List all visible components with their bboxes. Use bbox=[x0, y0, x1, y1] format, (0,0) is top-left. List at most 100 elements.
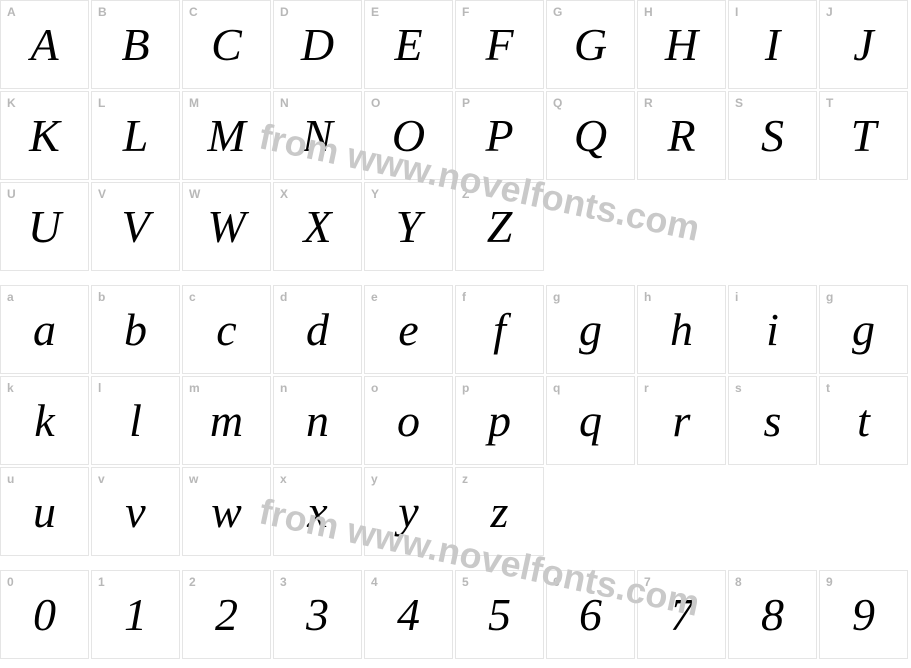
glyph-char: z bbox=[491, 489, 509, 535]
glyph-row: KKLLMMNNOOPPQQRRSSTT bbox=[0, 91, 911, 180]
glyph-key-label: r bbox=[644, 381, 649, 395]
glyph-cell: vv bbox=[91, 467, 180, 556]
glyph-key-label: 2 bbox=[189, 575, 196, 589]
glyph-char: p bbox=[488, 398, 511, 444]
glyph-key-label: i bbox=[735, 290, 738, 304]
glyph-char: V bbox=[121, 204, 149, 250]
glyph-key-label: N bbox=[280, 96, 289, 110]
glyph-cell: HH bbox=[637, 0, 726, 89]
glyph-cell: LL bbox=[91, 91, 180, 180]
glyph-char: e bbox=[398, 307, 418, 353]
glyph-cell: 44 bbox=[364, 570, 453, 659]
glyph-cell: cc bbox=[182, 285, 271, 374]
glyph-cell: II bbox=[728, 0, 817, 89]
glyph-cell: nn bbox=[273, 376, 362, 465]
glyph-key-label: x bbox=[280, 472, 287, 486]
glyph-cell: aa bbox=[0, 285, 89, 374]
glyph-char: 6 bbox=[579, 592, 602, 638]
glyph-cell: pp bbox=[455, 376, 544, 465]
glyph-char: g bbox=[579, 307, 602, 353]
glyph-char: o bbox=[397, 398, 420, 444]
glyph-cell: UU bbox=[0, 182, 89, 271]
glyph-key-label: u bbox=[7, 472, 14, 486]
glyph-key-label: g bbox=[553, 290, 560, 304]
glyph-key-label: m bbox=[189, 381, 200, 395]
glyph-cell: QQ bbox=[546, 91, 635, 180]
glyph-char: O bbox=[392, 113, 425, 159]
glyph-key-label: v bbox=[98, 472, 105, 486]
glyph-cell: KK bbox=[0, 91, 89, 180]
glyph-cell: CC bbox=[182, 0, 271, 89]
glyph-char: y bbox=[398, 489, 418, 535]
glyph-char: s bbox=[764, 398, 782, 444]
glyph-cell: WW bbox=[182, 182, 271, 271]
glyph-char: K bbox=[29, 113, 60, 159]
glyph-char: f bbox=[493, 307, 506, 353]
glyph-key-label: L bbox=[98, 96, 105, 110]
glyph-cell: ff bbox=[455, 285, 544, 374]
glyph-key-label: Y bbox=[371, 187, 379, 201]
glyph-key-label: O bbox=[371, 96, 380, 110]
glyph-char: 3 bbox=[306, 592, 329, 638]
glyph-cell: uu bbox=[0, 467, 89, 556]
glyph-char: 4 bbox=[397, 592, 420, 638]
glyph-char: C bbox=[211, 22, 242, 68]
glyph-cell: 00 bbox=[0, 570, 89, 659]
glyph-key-label: H bbox=[644, 5, 653, 19]
glyph-key-label: Z bbox=[462, 187, 469, 201]
glyph-char: F bbox=[485, 22, 513, 68]
glyph-cell: GG bbox=[546, 0, 635, 89]
glyph-char: Z bbox=[487, 204, 513, 250]
glyph-key-label: n bbox=[280, 381, 287, 395]
glyph-key-label: g bbox=[826, 290, 833, 304]
glyph-key-label: b bbox=[98, 290, 105, 304]
glyph-key-label: e bbox=[371, 290, 378, 304]
glyph-key-label: 9 bbox=[826, 575, 833, 589]
glyph-key-label: o bbox=[371, 381, 378, 395]
glyph-cell: EE bbox=[364, 0, 453, 89]
glyph-row: aabbccddeeffgghhiigg bbox=[0, 285, 911, 374]
glyph-key-label: q bbox=[553, 381, 560, 395]
glyph-cell: YY bbox=[364, 182, 453, 271]
glyph-row: 00112233445566778899 bbox=[0, 570, 911, 659]
glyph-char: 2 bbox=[215, 592, 238, 638]
glyph-char: w bbox=[211, 489, 242, 535]
glyph-char: m bbox=[210, 398, 243, 444]
glyph-cell: yy bbox=[364, 467, 453, 556]
glyph-cell: SS bbox=[728, 91, 817, 180]
glyph-grid: AABBCCDDEEFFGGHHIIJJKKLLMMNNOOPPQQRRSSTT… bbox=[0, 0, 911, 659]
glyph-key-label: T bbox=[826, 96, 833, 110]
glyph-cell: 99 bbox=[819, 570, 908, 659]
glyph-char: I bbox=[765, 22, 780, 68]
glyph-cell: dd bbox=[273, 285, 362, 374]
glyph-char: q bbox=[579, 398, 602, 444]
glyph-key-label: 7 bbox=[644, 575, 651, 589]
glyph-key-label: p bbox=[462, 381, 469, 395]
glyph-cell: mm bbox=[182, 376, 271, 465]
glyph-key-label: z bbox=[462, 472, 468, 486]
glyph-key-label: B bbox=[98, 5, 107, 19]
glyph-char: c bbox=[216, 307, 236, 353]
glyph-cell: 66 bbox=[546, 570, 635, 659]
glyph-char: L bbox=[123, 113, 149, 159]
glyph-cell: 33 bbox=[273, 570, 362, 659]
glyph-cell: 22 bbox=[182, 570, 271, 659]
glyph-cell: RR bbox=[637, 91, 726, 180]
glyph-key-label: 3 bbox=[280, 575, 287, 589]
glyph-cell: 77 bbox=[637, 570, 726, 659]
glyph-cell: TT bbox=[819, 91, 908, 180]
glyph-char: n bbox=[306, 398, 329, 444]
glyph-char: x bbox=[307, 489, 327, 535]
glyph-char: T bbox=[851, 113, 877, 159]
glyph-cell: JJ bbox=[819, 0, 908, 89]
glyph-char: d bbox=[306, 307, 329, 353]
glyph-cell: ii bbox=[728, 285, 817, 374]
glyph-key-label: 0 bbox=[7, 575, 14, 589]
glyph-char: g bbox=[852, 307, 875, 353]
glyph-key-label: R bbox=[644, 96, 653, 110]
glyph-char: B bbox=[121, 22, 149, 68]
glyph-char: X bbox=[303, 204, 331, 250]
glyph-key-label: W bbox=[189, 187, 200, 201]
glyph-char: E bbox=[394, 22, 422, 68]
glyph-char: A bbox=[30, 22, 58, 68]
